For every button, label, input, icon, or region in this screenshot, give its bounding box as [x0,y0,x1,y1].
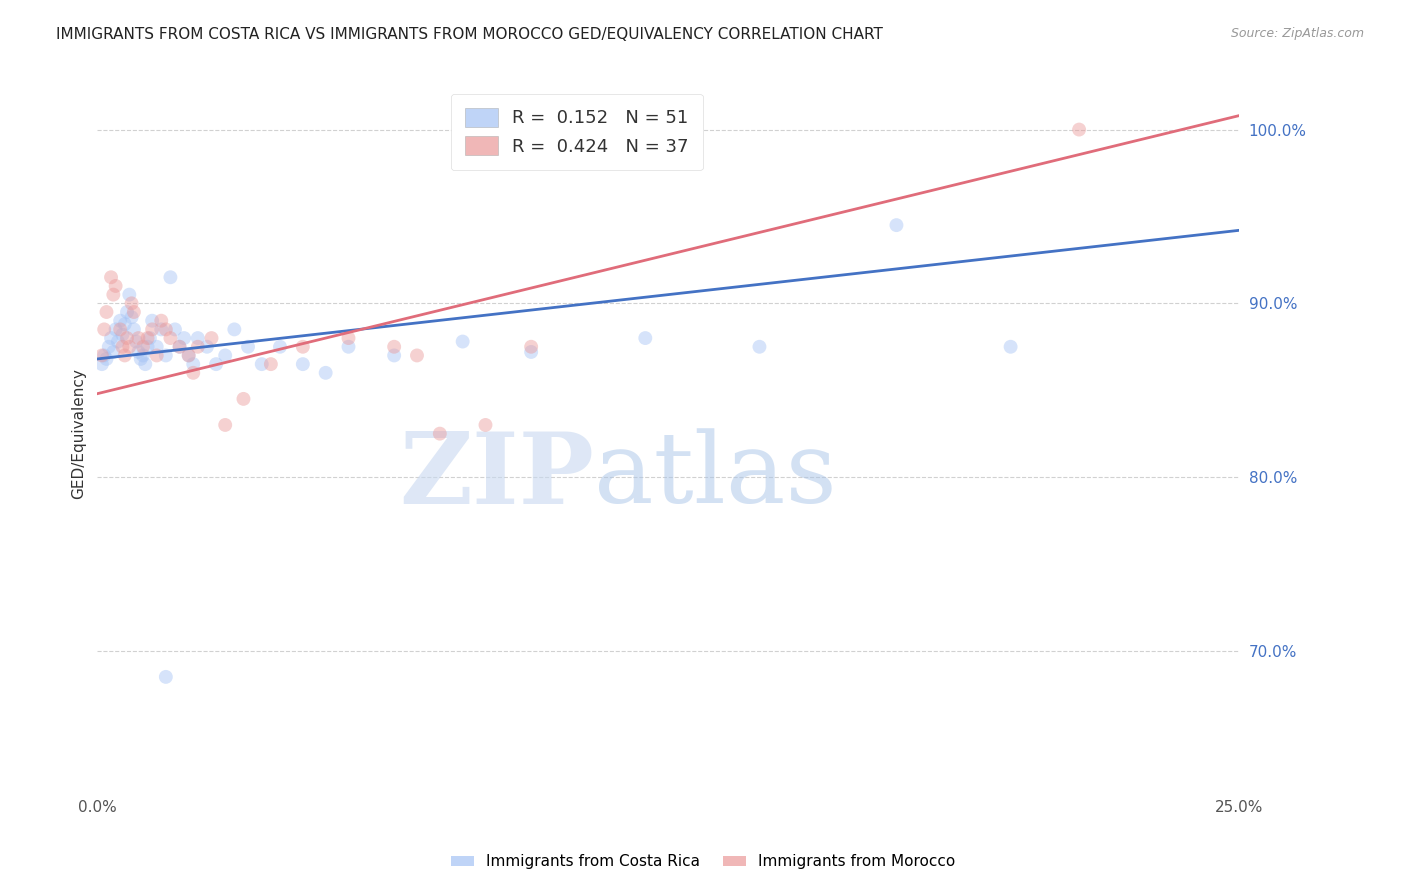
Point [121,296,143,310]
Point [315,366,337,380]
Point [159,331,181,345]
Point [118,287,141,301]
Text: IMMIGRANTS FROM COSTA RICA VS IMMIGRANTS FROM MOROCCO GED/EQUIVALENCY CORRELATIO: IMMIGRANTS FROM COSTA RICA VS IMMIGRANTS… [56,27,883,42]
Point [382,340,405,354]
Point [115,305,138,319]
Point [132,348,155,362]
Text: Source: ZipAtlas.com: Source: ZipAtlas.com [1230,27,1364,40]
Point [1000,340,1022,354]
Point [107,334,129,349]
Point [104,279,127,293]
Point [155,322,177,336]
Point [108,314,131,328]
Point [93,322,115,336]
Point [141,322,163,336]
Point [232,392,254,406]
Point [429,426,451,441]
Point [205,357,228,371]
Point [187,331,209,345]
Point [181,366,204,380]
Point [1067,122,1090,136]
Point [122,305,145,319]
Point [250,357,273,371]
Point [100,270,122,285]
Point [886,218,908,232]
Point [150,322,173,336]
Point [90,357,112,371]
Point [129,351,152,366]
Point [260,357,283,371]
Point [337,340,360,354]
Point [141,314,163,328]
Point [169,340,191,354]
Point [155,348,177,362]
Point [177,348,200,362]
Legend: R =  0.152   N = 51, R =  0.424   N = 37: R = 0.152 N = 51, R = 0.424 N = 37 [451,94,703,170]
Point [111,340,134,354]
Point [406,348,429,362]
Point [520,340,543,354]
Point [150,314,173,328]
Point [96,351,118,366]
Point [115,331,138,345]
Point [97,340,120,354]
Point [96,305,118,319]
Point [155,670,177,684]
Point [169,340,191,354]
Point [187,340,209,354]
Point [451,334,474,349]
Point [139,331,162,345]
Point [200,331,222,345]
Point [93,348,115,362]
Point [111,327,134,342]
Point [136,340,159,354]
Point [114,348,136,362]
Point [122,322,145,336]
Point [214,348,236,362]
Point [236,340,259,354]
Point [291,357,314,371]
Y-axis label: GED/Equivalency: GED/Equivalency [72,368,86,500]
Point [474,417,496,432]
Point [748,340,770,354]
Point [103,287,125,301]
Point [136,331,159,345]
Point [118,340,141,354]
Point [520,345,543,359]
Point [177,348,200,362]
Point [337,331,360,345]
Point [382,348,405,362]
Point [134,357,156,371]
Point [181,357,204,371]
Point [291,340,314,354]
Point [145,340,167,354]
Text: ZIP: ZIP [399,428,593,524]
Point [100,331,122,345]
Point [173,331,195,345]
Point [114,317,136,331]
Point [159,270,181,285]
Point [145,348,167,362]
Text: atlas: atlas [593,428,837,524]
Point [224,322,246,336]
Point [269,340,291,354]
Point [127,345,149,359]
Point [103,345,125,359]
Point [132,340,155,354]
Point [125,334,148,349]
Point [634,331,657,345]
Point [90,348,112,362]
Point [104,322,127,336]
Point [195,340,218,354]
Point [127,331,149,345]
Point [163,322,186,336]
Point [121,310,143,325]
Point [108,322,131,336]
Point [214,417,236,432]
Legend: Immigrants from Costa Rica, Immigrants from Morocco: Immigrants from Costa Rica, Immigrants f… [444,848,962,875]
